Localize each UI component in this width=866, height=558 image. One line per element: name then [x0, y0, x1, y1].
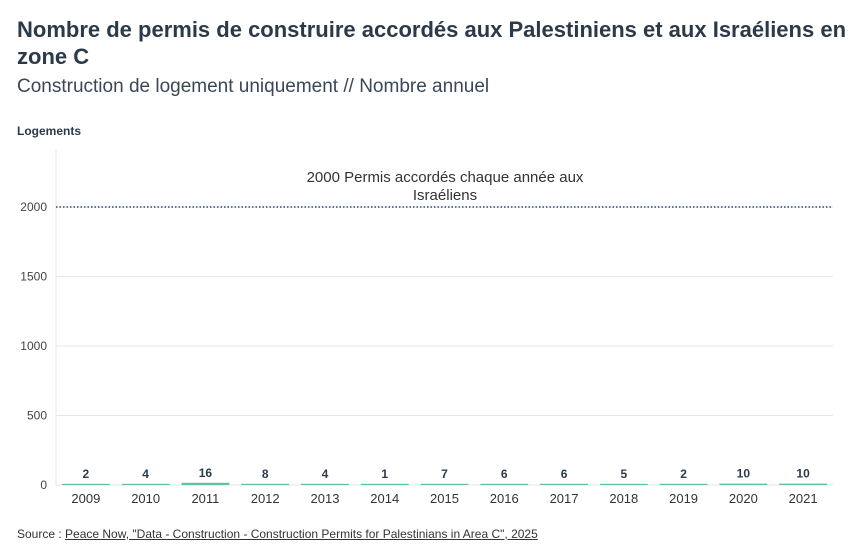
x-tick-label: 2017 [550, 491, 579, 506]
y-tick-label: 2000 [20, 200, 47, 214]
x-tick-label: 2020 [729, 491, 758, 506]
chart-title: Nombre de permis de construire accordés … [17, 17, 847, 69]
y-tick-label: 0 [40, 478, 47, 492]
y-tick-label: 500 [27, 409, 47, 423]
bar-value-label: 6 [501, 467, 508, 481]
x-tick-label: 2015 [430, 491, 459, 506]
bar-chart: 0500100015002000220094201016201182012420… [20, 150, 833, 506]
bar [719, 483, 768, 485]
y-tick-label: 1000 [20, 339, 47, 353]
source-link[interactable]: Peace Now, "Data - Construction - Constr… [65, 527, 538, 541]
x-tick-label: 2021 [789, 491, 818, 506]
y-axis-label: Logements [17, 124, 82, 138]
bar-value-label: 6 [561, 467, 568, 481]
source-prefix: Source : [17, 527, 66, 541]
y-tick-label: 1500 [20, 270, 47, 284]
bar [61, 483, 110, 485]
x-tick-label: 2011 [191, 491, 219, 506]
bar [241, 483, 290, 485]
bar [480, 483, 529, 485]
bar-value-label: 10 [737, 467, 751, 481]
bar-value-label: 2 [83, 467, 90, 481]
bar-value-label: 8 [262, 467, 269, 481]
bar [181, 482, 230, 485]
source-note: Source : Peace Now, "Data - Construction… [17, 527, 538, 541]
x-tick-label: 2019 [669, 491, 698, 506]
bar [779, 483, 828, 485]
bar [599, 483, 648, 485]
x-tick-label: 2016 [490, 491, 519, 506]
bar-value-label: 4 [322, 467, 329, 481]
bar-value-label: 4 [142, 467, 149, 481]
bar-value-label: 5 [620, 467, 627, 481]
bar [301, 483, 349, 485]
chart-subtitle: Construction de logement uniquement // N… [17, 76, 490, 97]
reference-line-annotation: 2000 Permis accordés chaque année aux Isr… [307, 169, 584, 204]
x-tick-label: 2009 [71, 491, 100, 506]
bar [121, 483, 170, 485]
bar-value-label: 1 [381, 467, 388, 481]
x-tick-label: 2014 [370, 491, 399, 506]
x-tick-label: 2018 [609, 491, 638, 506]
bar [360, 483, 409, 485]
bar-value-label: 16 [199, 466, 213, 480]
bar-value-label: 2 [680, 467, 687, 481]
x-tick-label: 2012 [251, 491, 280, 506]
x-tick-label: 2010 [131, 491, 160, 506]
bar [659, 483, 708, 485]
x-tick-label: 2013 [311, 491, 340, 506]
bar-value-label: 10 [796, 467, 810, 481]
bar-value-label: 7 [441, 467, 448, 481]
bar [540, 483, 588, 485]
bar [420, 483, 469, 485]
